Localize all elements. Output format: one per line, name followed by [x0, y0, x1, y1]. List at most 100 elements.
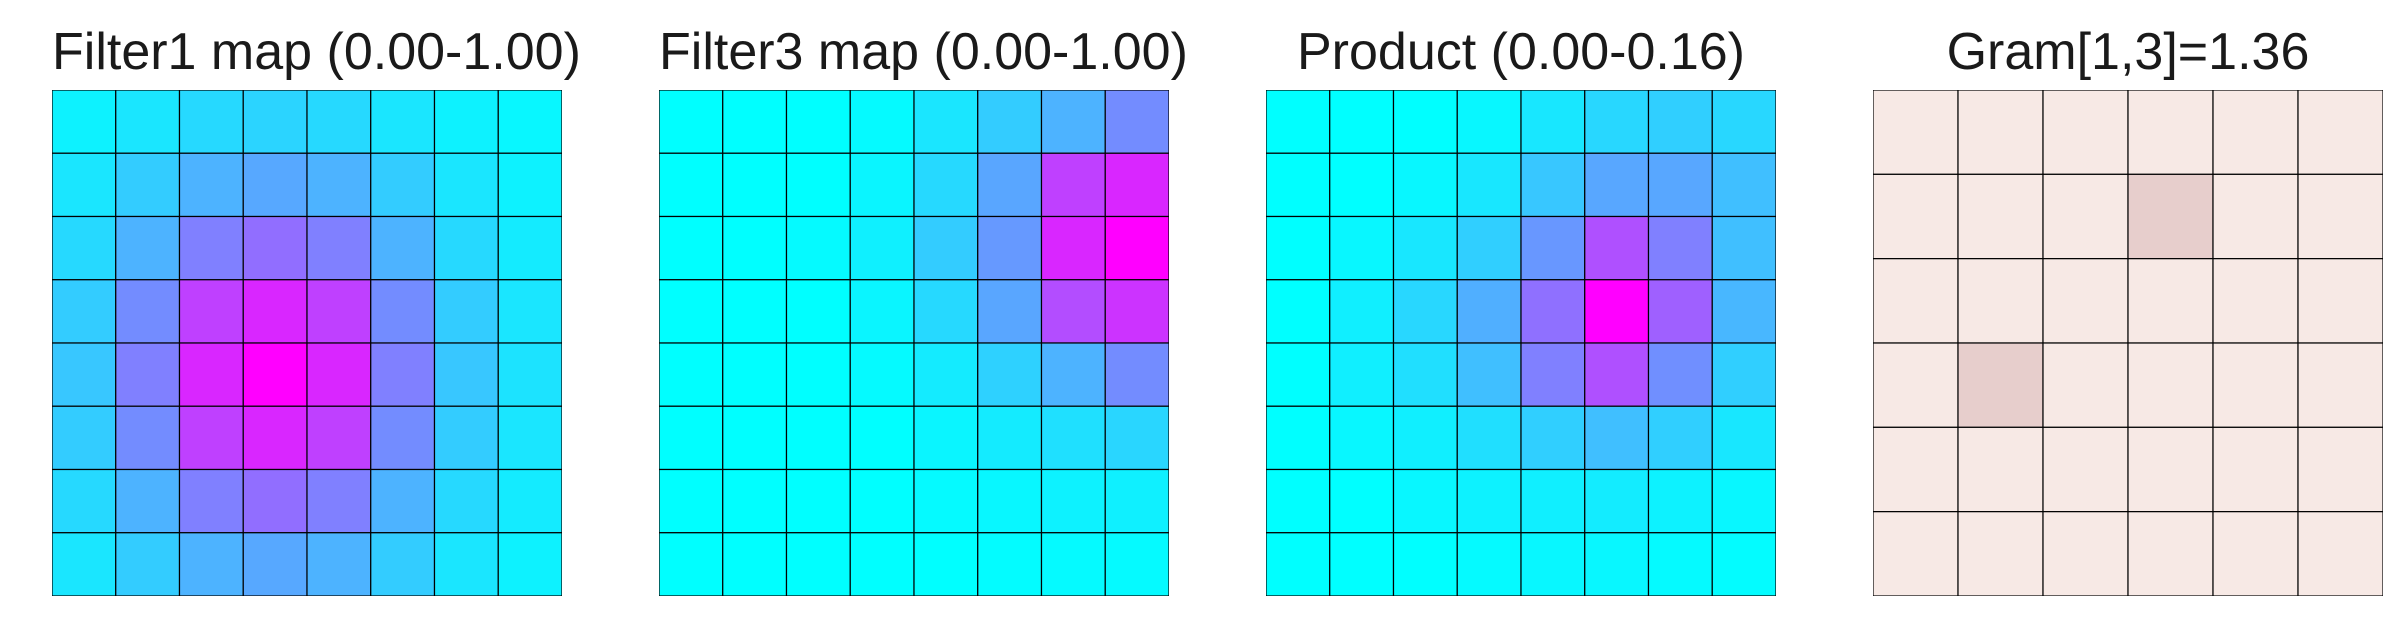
heatmap-cell [306, 342, 372, 407]
heatmap-cell [178, 215, 244, 281]
heatmap-cell [1040, 279, 1106, 344]
heatmap-cell [115, 152, 181, 218]
heatmap-cell [1329, 152, 1395, 218]
heatmap-cell [977, 90, 1043, 154]
heatmap-cell [785, 90, 851, 154]
heatmap-cell [1711, 342, 1776, 407]
heatmap-gram [1873, 90, 2383, 596]
heatmap-cell [497, 342, 562, 407]
heatmap-cell [2042, 173, 2129, 260]
heatmap-cell [2212, 90, 2299, 175]
heatmap-cell [2042, 426, 2129, 513]
heatmap-cell [1711, 152, 1776, 218]
heatmap-cell [785, 532, 851, 596]
heatmap-cell [785, 405, 851, 471]
heatmap-cell [1392, 90, 1458, 154]
heatmap-cell [497, 152, 562, 218]
heatmap-cell [433, 468, 499, 534]
heatmap-cell [913, 215, 979, 281]
heatmap-cell [2297, 173, 2383, 260]
heatmap-cell [1392, 405, 1458, 471]
heatmap-cell [1584, 342, 1650, 407]
heatmap-cell [659, 90, 724, 154]
heatmap-cell [52, 532, 117, 596]
heatmap-cell [1392, 215, 1458, 281]
heatmap-filter3 [659, 90, 1169, 596]
heatmap-cell [433, 215, 499, 281]
heatmap-cell [178, 90, 244, 154]
heatmap-cell [1266, 215, 1331, 281]
heatmap-cell [2127, 258, 2214, 344]
chart-title-filter3: Filter3 map (0.00-1.00) [659, 23, 1188, 81]
heatmap-cell [52, 405, 117, 471]
heatmap-cell [306, 468, 372, 534]
heatmap-cell [1329, 405, 1395, 471]
heatmap-cell [1040, 405, 1106, 471]
heatmap-cell [785, 342, 851, 407]
heatmap-cell [659, 468, 724, 534]
heatmap-cell [977, 152, 1043, 218]
heatmap-cell [306, 215, 372, 281]
heatmap-cell [913, 279, 979, 344]
heatmap-cell [178, 532, 244, 596]
heatmap-cell [1104, 405, 1169, 471]
heatmap-cell [370, 405, 436, 471]
heatmap-cell [52, 342, 117, 407]
heatmap-cell [306, 532, 372, 596]
heatmap-cell [1266, 279, 1331, 344]
heatmap-cell [370, 152, 436, 218]
heatmap-cell [785, 152, 851, 218]
heatmap-cell [849, 532, 915, 596]
heatmap-cell [433, 342, 499, 407]
heatmap-cell [370, 279, 436, 344]
chart-title-gram: Gram[1,3]=1.36 [1946, 23, 2310, 81]
heatmap-cell [52, 215, 117, 281]
heatmap-cell [785, 468, 851, 534]
heatmap-cell [1711, 90, 1776, 154]
heatmap-cell [115, 468, 181, 534]
heatmap-cell [722, 90, 788, 154]
heatmap-cell [1520, 405, 1586, 471]
heatmap-cell [1456, 532, 1522, 596]
heatmap-cell [1456, 90, 1522, 154]
heatmap-cell [659, 215, 724, 281]
heatmap-cell [178, 405, 244, 471]
heatmap-cell [2297, 426, 2383, 513]
heatmap-cell [722, 215, 788, 281]
heatmap-cell [1647, 215, 1713, 281]
heatmap-cell [1957, 342, 2044, 428]
heatmap-cell [497, 532, 562, 596]
heatmap-cell [1040, 90, 1106, 154]
heatmap-cell [1520, 152, 1586, 218]
heatmap-cell [913, 152, 979, 218]
heatmap-cell [1104, 279, 1169, 344]
heatmap-cell [370, 532, 436, 596]
heatmap-cell [659, 405, 724, 471]
heatmap-cell [659, 152, 724, 218]
heatmap-cell [1266, 532, 1331, 596]
heatmap-cell [2297, 258, 2383, 344]
heatmap-cell [242, 279, 308, 344]
heatmap-cell [497, 279, 562, 344]
heatmap-cell [1584, 279, 1650, 344]
heatmap-cell [1329, 215, 1395, 281]
heatmap-cell [1957, 426, 2044, 513]
heatmap-cell [1957, 511, 2044, 596]
heatmap-cell [242, 468, 308, 534]
heatmap-cell [1392, 532, 1458, 596]
heatmap-cell [1104, 532, 1169, 596]
heatmap-cell [433, 152, 499, 218]
heatmap-cell [1647, 405, 1713, 471]
heatmap-cell [1392, 468, 1458, 534]
heatmap-cell [115, 532, 181, 596]
heatmap-cell [1456, 215, 1522, 281]
heatmap-cell [722, 152, 788, 218]
heatmap-cell [1266, 405, 1331, 471]
heatmap-cell [1329, 468, 1395, 534]
heatmap-cell [785, 279, 851, 344]
heatmap-cell [306, 90, 372, 154]
heatmap-cell [913, 405, 979, 471]
heatmap-cell [2212, 511, 2299, 596]
heatmap-cell [115, 405, 181, 471]
chart-title-filter1: Filter1 map (0.00-1.00) [52, 23, 581, 81]
